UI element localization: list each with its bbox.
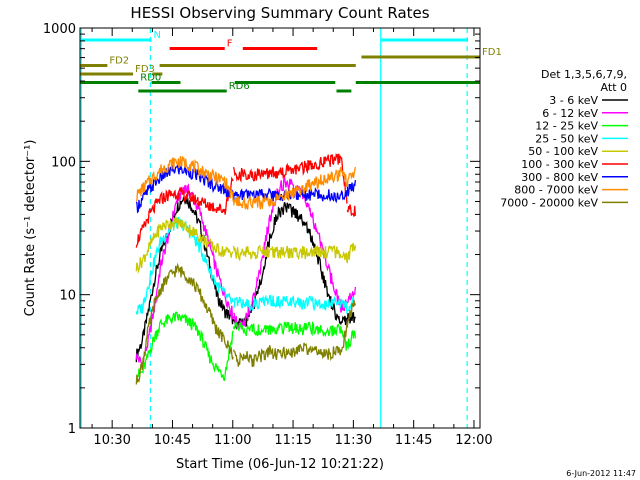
series-line-2-part-3 — [346, 286, 357, 304]
series-line-8-part-3 — [346, 166, 357, 187]
series-line-7-part-3 — [346, 180, 357, 197]
series-layer — [135, 152, 357, 385]
flag-n-label: N — [154, 30, 161, 41]
series-line-1-part-1 — [135, 196, 234, 363]
flag-f-label: F — [227, 39, 233, 50]
series-line-9-part-1 — [135, 262, 234, 385]
plot-frame — [79, 27, 481, 429]
series-line-5-part-1 — [135, 214, 234, 274]
series-line-4-part-2 — [233, 294, 348, 314]
footer-date: 6-Jun-2012 11:47 — [566, 469, 636, 478]
vertical-markers — [80, 28, 468, 428]
y-tick-label-3: 100 — [51, 155, 76, 170]
y-tick-label-4: 1000 — [43, 22, 76, 37]
chart-title: HESSI Observing Summary Count Rates — [130, 4, 429, 22]
series-line-5-part-3 — [346, 242, 357, 264]
series-line-7-part-2 — [232, 187, 348, 204]
y-tick-label-2: 10 — [59, 289, 76, 304]
legend-label-2: 6 - 12 keV — [542, 107, 598, 120]
x-tick-label-1: 10:30 — [93, 433, 130, 448]
series-line-3-part-3 — [346, 329, 357, 350]
legend-label-7: 300 - 800 keV — [521, 171, 598, 184]
series-line-8-part-1 — [135, 156, 234, 202]
legend-label-5: 50 - 100 keV — [528, 145, 598, 158]
legend-header-line-1: Det 1,3,5,6,7,9, — [541, 68, 627, 81]
series-line-3-part-2 — [232, 320, 348, 351]
legend-label-3: 12 - 25 keV — [535, 120, 598, 133]
legend-header-line-2: Att 0 — [601, 81, 627, 94]
flag-fd2-label: FD2 — [109, 56, 129, 67]
flag-fd3-label: FD3 — [135, 64, 155, 75]
legend-label-9: 7000 - 20000 keV — [500, 196, 598, 209]
axes: 10:30 10:45 11:00 11:15 11:30 11:45 12:00 1 10 10… — [43, 22, 493, 448]
y-axis-label: Count Rate (s⁻¹ detector⁻¹) — [23, 140, 38, 317]
flag-rd6-label: RD6 — [229, 81, 250, 92]
x-tick-label-2: 10:45 — [154, 433, 191, 448]
series-line-2-part-2 — [233, 175, 348, 330]
x-tick-label-4: 11:15 — [274, 433, 311, 448]
flag-fd1-label: FD1 — [482, 47, 502, 58]
series-line-9-part-3 — [346, 299, 357, 328]
legend-label-1: 3 - 6 keV — [549, 94, 598, 107]
series-line-6-part-1 — [135, 176, 234, 248]
series-line-9-part-2 — [232, 323, 348, 368]
legend-label-8: 800 - 7000 keV — [514, 184, 598, 197]
series-line-5-part-2 — [232, 244, 348, 262]
x-axis-label: Start Time (06-Jun-12 10:21:22) — [176, 457, 384, 472]
x-tick-label-5: 11:30 — [335, 433, 372, 448]
legend-label-4: 25 - 50 keV — [535, 132, 598, 145]
series-line-6-part-3 — [346, 204, 357, 217]
series-line-6-part-2 — [232, 152, 348, 204]
legend-label-6: 100 - 300 keV — [521, 158, 598, 171]
x-tick-label-3: 11:00 — [214, 433, 251, 448]
y-tick-label-1: 1 — [68, 422, 76, 437]
series-line-3-part-1 — [135, 311, 234, 382]
series-line-8-part-2 — [232, 166, 348, 210]
x-tick-label-6: 11:45 — [395, 433, 432, 448]
flag-rd0-label: RD0 — [140, 73, 161, 84]
series-line-2-part-1 — [135, 183, 234, 369]
x-tick-label-7: 12:00 — [455, 433, 492, 448]
